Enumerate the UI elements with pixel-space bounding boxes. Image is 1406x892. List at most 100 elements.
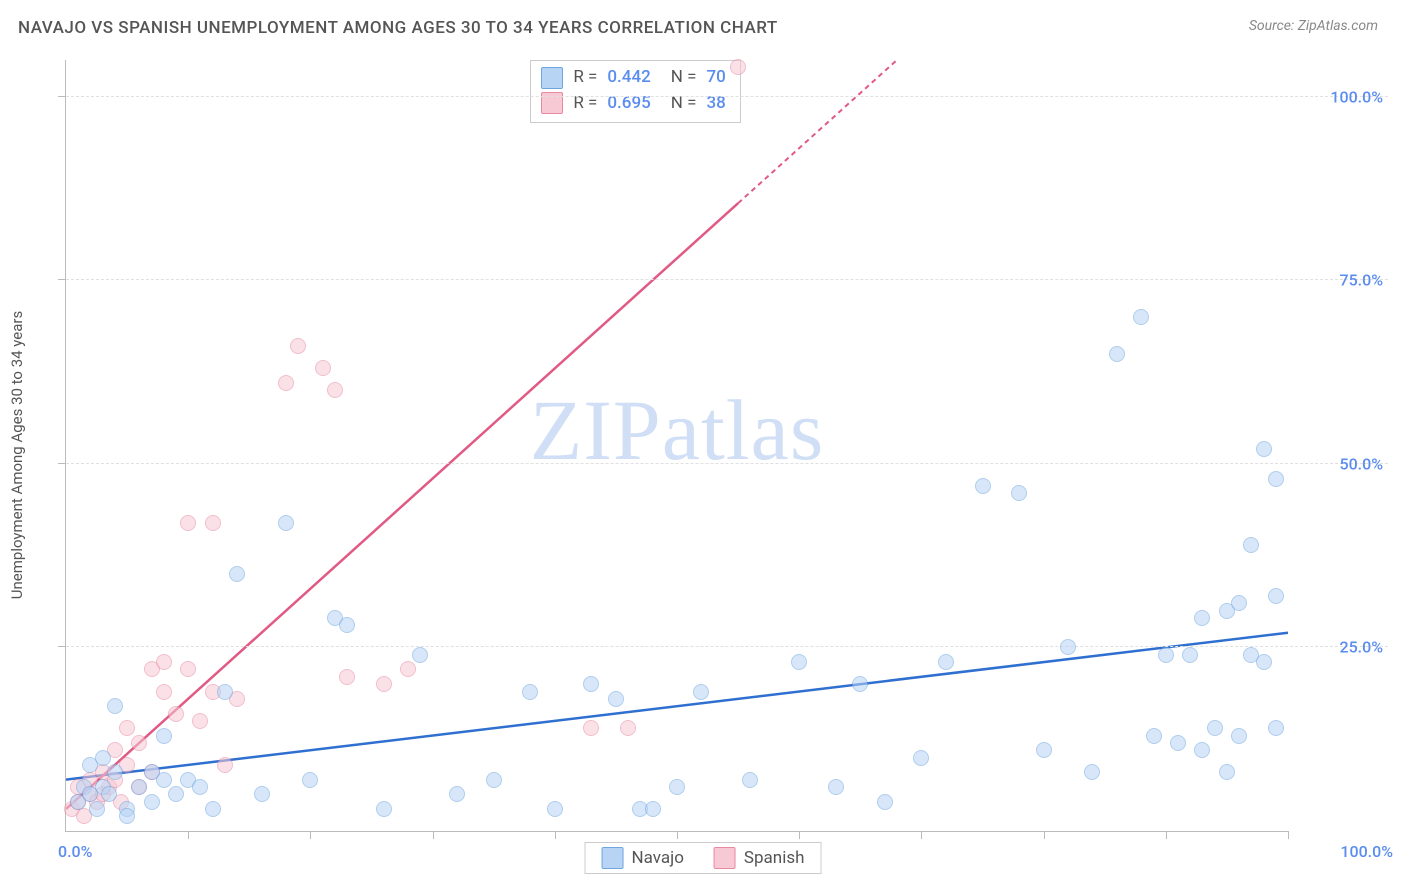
scatter-point-spanish [278,375,294,391]
grid-line [66,279,1388,280]
scatter-point-navajo [1036,742,1052,758]
scatter-point-navajo [302,772,318,788]
legend-item-navajo: Navajo [602,847,684,869]
r-value: 0.695 [607,91,650,117]
scatter-point-navajo [119,808,135,824]
n-value: 70 [706,65,725,91]
y-tick-label: 100.0% [1330,87,1383,106]
scatter-point-navajo [522,684,538,700]
scatter-point-navajo [877,794,893,810]
scatter-point-spanish [168,706,184,722]
scatter-point-navajo [645,801,661,817]
stats-row-navajo: R =0.442N =70 [541,65,725,91]
scatter-point-navajo [95,750,111,766]
scatter-point-navajo [1194,610,1210,626]
grid-line [66,96,1388,97]
stats-row-spanish: R = 0.695 N = 38 [541,91,725,117]
x-tick [1288,831,1289,839]
chart-title: NAVAJO VS SPANISH UNEMPLOYMENT AMONG AGE… [18,18,778,38]
swatch-navajo [541,67,563,89]
scatter-point-spanish [192,713,208,729]
correlation-stats-box: R =0.442N =70R =0.695N =38 [530,60,740,123]
x-tick [1044,831,1045,839]
scatter-point-navajo [913,750,929,766]
scatter-point-navajo [1170,735,1186,751]
y-tick-label: 50.0% [1339,454,1383,473]
scatter-point-navajo [1231,728,1247,744]
scatter-point-navajo [254,786,270,802]
n-label: N = [671,65,697,91]
scatter-point-navajo [486,772,502,788]
scatter-point-navajo [107,698,123,714]
scatter-point-navajo [1231,595,1247,611]
scatter-point-navajo [1109,346,1125,362]
y-tick-label: 25.0% [1339,638,1383,657]
x-tick [677,831,678,839]
x-tick [310,831,311,839]
grid-line [66,463,1388,464]
scatter-point-navajo [156,772,172,788]
x-tick [799,831,800,839]
scatter-point-navajo [217,684,233,700]
source-attribution: Source: ZipAtlas.com [1249,18,1378,34]
y-tick [58,96,66,97]
scatter-point-navajo [1084,764,1100,780]
scatter-point-navajo [229,566,245,582]
scatter-point-navajo [144,794,160,810]
scatter-point-spanish [339,669,355,685]
scatter-point-spanish [583,720,599,736]
scatter-point-navajo [669,779,685,795]
n-value: 38 [706,91,725,117]
scatter-point-navajo [278,515,294,531]
scatter-point-navajo [1146,728,1162,744]
scatter-point-navajo [101,786,117,802]
scatter-point-spanish [376,676,392,692]
x-axis-min-label: 0.0% [58,842,92,861]
scatter-point-spanish [327,382,343,398]
scatter-point-navajo [1011,485,1027,501]
r-label: R = [573,65,597,91]
scatter-point-navajo [742,772,758,788]
scatter-point-navajo [1194,742,1210,758]
scatter-point-navajo [608,691,624,707]
scatter-point-spanish [180,661,196,677]
n-label: N = [671,91,697,117]
scatter-point-navajo [1268,720,1284,736]
x-tick [555,831,556,839]
swatch-navajo [602,847,624,869]
scatter-point-spanish [156,654,172,670]
legend: Navajo Spanish [585,842,822,874]
x-tick [921,831,922,839]
scatter-point-navajo [1133,309,1149,325]
r-label: R = [573,91,597,117]
scatter-point-spanish [290,338,306,354]
y-tick [58,463,66,464]
scatter-point-navajo [1243,537,1259,553]
scatter-point-navajo [339,617,355,633]
scatter-point-navajo [156,728,172,744]
scatter-point-navajo [131,779,147,795]
scatter-point-navajo [852,676,868,692]
scatter-point-spanish [156,684,172,700]
scatter-point-spanish [400,661,416,677]
y-tick [58,279,66,280]
scatter-point-navajo [1256,654,1272,670]
chart-container: Unemployment Among Ages 30 to 34 years Z… [45,60,1388,832]
scatter-point-navajo [107,764,123,780]
scatter-point-navajo [376,801,392,817]
scatter-point-spanish [131,735,147,751]
legend-label: Navajo [632,848,684,868]
scatter-point-navajo [583,676,599,692]
scatter-point-navajo [791,654,807,670]
scatter-point-navajo [1182,647,1198,663]
trend-line-navajo [66,633,1288,780]
scatter-point-navajo [1207,720,1223,736]
scatter-point-navajo [975,478,991,494]
legend-label: Spanish [744,848,805,868]
scatter-point-navajo [693,684,709,700]
scatter-point-spanish [217,757,233,773]
scatter-point-navajo [1268,471,1284,487]
scatter-point-spanish [180,515,196,531]
trend-lines [66,60,1288,831]
watermark: ZIPatlas [530,380,825,480]
